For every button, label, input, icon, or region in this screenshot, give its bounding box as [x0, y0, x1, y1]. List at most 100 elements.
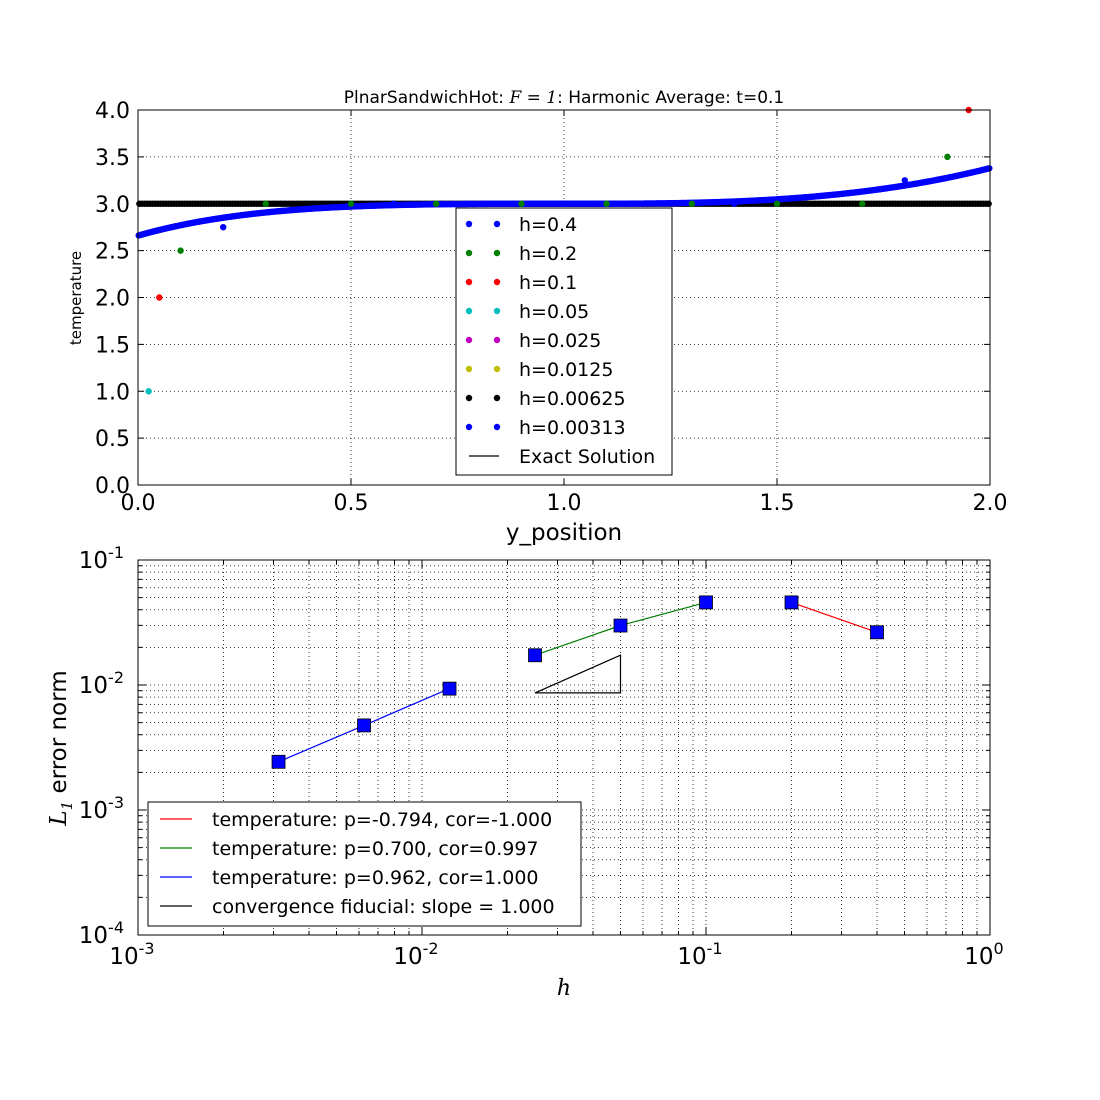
h-0.1-point — [156, 294, 163, 301]
top-legend-marker — [465, 220, 473, 228]
top-legend: h=0.4 h=0.2 h=0.1 h=0.05 h=0.025 h=0.0125 h=0.… — [455, 207, 673, 476]
error-marker — [613, 618, 628, 633]
top-legend-label: h=0.025 — [519, 330, 601, 352]
top-legend-label: Exact Solution — [519, 446, 655, 468]
top-title-prefix: PlnarSandwichHot: — [344, 88, 510, 108]
top-title-suffix: : Harmonic Average: t=0.1 — [557, 88, 784, 108]
convergence-fiducial-triangle — [534, 654, 622, 694]
error-marker — [528, 648, 542, 663]
bottom-legend: temperature: p=-0.794, cor=-1.000 tempera… — [147, 801, 582, 927]
top-y-tick-label: 2.0 — [95, 287, 130, 312]
bottom-x-axis-label: h — [557, 976, 571, 1001]
top-legend-label: h=0.05 — [519, 301, 589, 323]
h-0.2-point — [433, 200, 440, 207]
top-plot-frame — [137, 109, 991, 486]
top-x-tick-label: 2.0 — [973, 491, 1008, 516]
h-0.2-point — [688, 200, 695, 207]
top-legend-marker — [493, 365, 501, 373]
top-legend-marker — [465, 394, 473, 402]
error-series-line — [791, 601, 878, 633]
h-0.2-point — [347, 200, 355, 207]
h-0.00313-point — [986, 165, 993, 172]
top-ticks: 0.0 0.5 1.0 1.5 2.0 0.0 0.5 1.0 1.5 2.0 2.5 3.0 3.5 4… — [95, 99, 1008, 516]
top-x-tick-label: 0.0 — [121, 491, 156, 516]
h-0.2-point — [859, 200, 866, 207]
bottom-plot-frame — [137, 559, 991, 936]
top-legend-marker — [465, 249, 473, 257]
h-0.2-point — [773, 200, 781, 207]
top-y-axis-label: temperature — [67, 251, 85, 345]
bottom-y-tick-label: 10-1 — [79, 543, 124, 574]
top-y-tick-label: 0.0 — [95, 474, 130, 499]
top-legend-marker — [465, 307, 473, 315]
top-legend-label: h=0.00313 — [519, 417, 626, 439]
h-0.4-point — [220, 223, 227, 231]
error-marker — [271, 754, 286, 769]
bottom-x-tick-label: 10-1 — [677, 939, 722, 970]
top-x-tick-label: 1.0 — [547, 491, 582, 516]
bottom-legend-box — [147, 801, 582, 927]
bottom-x-tick-label: 10-3 — [109, 939, 154, 970]
top-title-math: F = 1 — [508, 88, 557, 108]
temperature-profile-panel: 0.0 0.5 1.0 1.5 2.0 0.0 0.5 1.0 1.5 2.0 2.5 3.0 3.5 4… — [67, 88, 1008, 546]
top-legend-marker — [465, 336, 473, 344]
h-0.4-point — [901, 177, 908, 184]
h-0.4-point — [560, 200, 568, 207]
top-y-tick-label: 3.5 — [95, 146, 130, 171]
top-legend-label: h=0.2 — [519, 243, 577, 265]
top-legend-marker — [493, 394, 501, 402]
top-chart-title: PlnarSandwichHot: F = 1: Harmonic Averag… — [344, 88, 784, 108]
bottom-y-tick-label: 10-4 — [79, 918, 124, 949]
bottom-legend-label: convergence fiducial: slope = 1.000 — [212, 896, 555, 918]
h-0.05-point — [145, 388, 152, 395]
bottom-legend-label: temperature: p=-0.794, cor=-1.000 — [212, 809, 552, 831]
error-marker — [357, 718, 371, 733]
h-0.2-point — [518, 200, 525, 207]
h-0.2-point — [262, 200, 269, 207]
top-legend-marker — [493, 249, 501, 257]
top-data-points — [135, 106, 993, 395]
top-y-tick-label: 1.5 — [95, 333, 130, 358]
top-legend-marker — [465, 365, 473, 373]
top-y-tick-label: 4.0 — [95, 99, 130, 124]
bottom-x-tick-label: 100 — [964, 939, 1003, 970]
bottom-legend-label: temperature: p=0.700, cor=0.997 — [212, 838, 539, 860]
top-legend-marker — [493, 278, 501, 286]
top-legend-marker — [493, 307, 501, 315]
top-legend-label: h=0.4 — [519, 214, 577, 236]
top-legend-marker — [493, 423, 501, 431]
top-legend-label: h=0.0125 — [519, 359, 613, 381]
bottom-y-tick-label: 10-2 — [79, 668, 124, 699]
top-legend-marker — [465, 423, 473, 431]
h-0.2-point — [177, 247, 184, 254]
top-legend-marker — [493, 336, 501, 344]
error-marker — [784, 595, 799, 610]
bottom-y-axis-label: L1 error norm — [46, 670, 76, 826]
h-0.2-point — [603, 200, 610, 207]
top-y-tick-label: 0.5 — [95, 427, 130, 452]
bottom-x-tick-label: 10-2 — [393, 939, 438, 970]
top-legend-marker — [465, 278, 473, 286]
error-marker — [870, 625, 884, 640]
h-0.4-point — [390, 200, 397, 207]
h-0.4-point — [731, 200, 738, 207]
bottom-legend-label: temperature: p=0.962, cor=1.000 — [212, 867, 539, 889]
top-x-tick-label: 0.5 — [334, 491, 369, 516]
top-x-axis-label: y_position — [506, 520, 622, 546]
error-marker — [699, 595, 713, 610]
top-legend-marker — [493, 220, 501, 228]
bottom-data-series — [271, 595, 884, 769]
top-y-tick-label: 3.0 — [95, 193, 130, 218]
h-0.2-point — [944, 153, 951, 161]
top-legend-label: h=0.00625 — [519, 388, 626, 410]
top-y-tick-label: 1.0 — [95, 380, 130, 405]
h-0.00625-point — [985, 200, 992, 207]
error-marker — [442, 681, 457, 696]
top-legend-box — [455, 207, 673, 476]
top-y-tick-label: 2.5 — [95, 240, 130, 265]
bottom-y-tick-label: 10-3 — [79, 793, 124, 824]
top-legend-label: h=0.1 — [519, 272, 577, 294]
